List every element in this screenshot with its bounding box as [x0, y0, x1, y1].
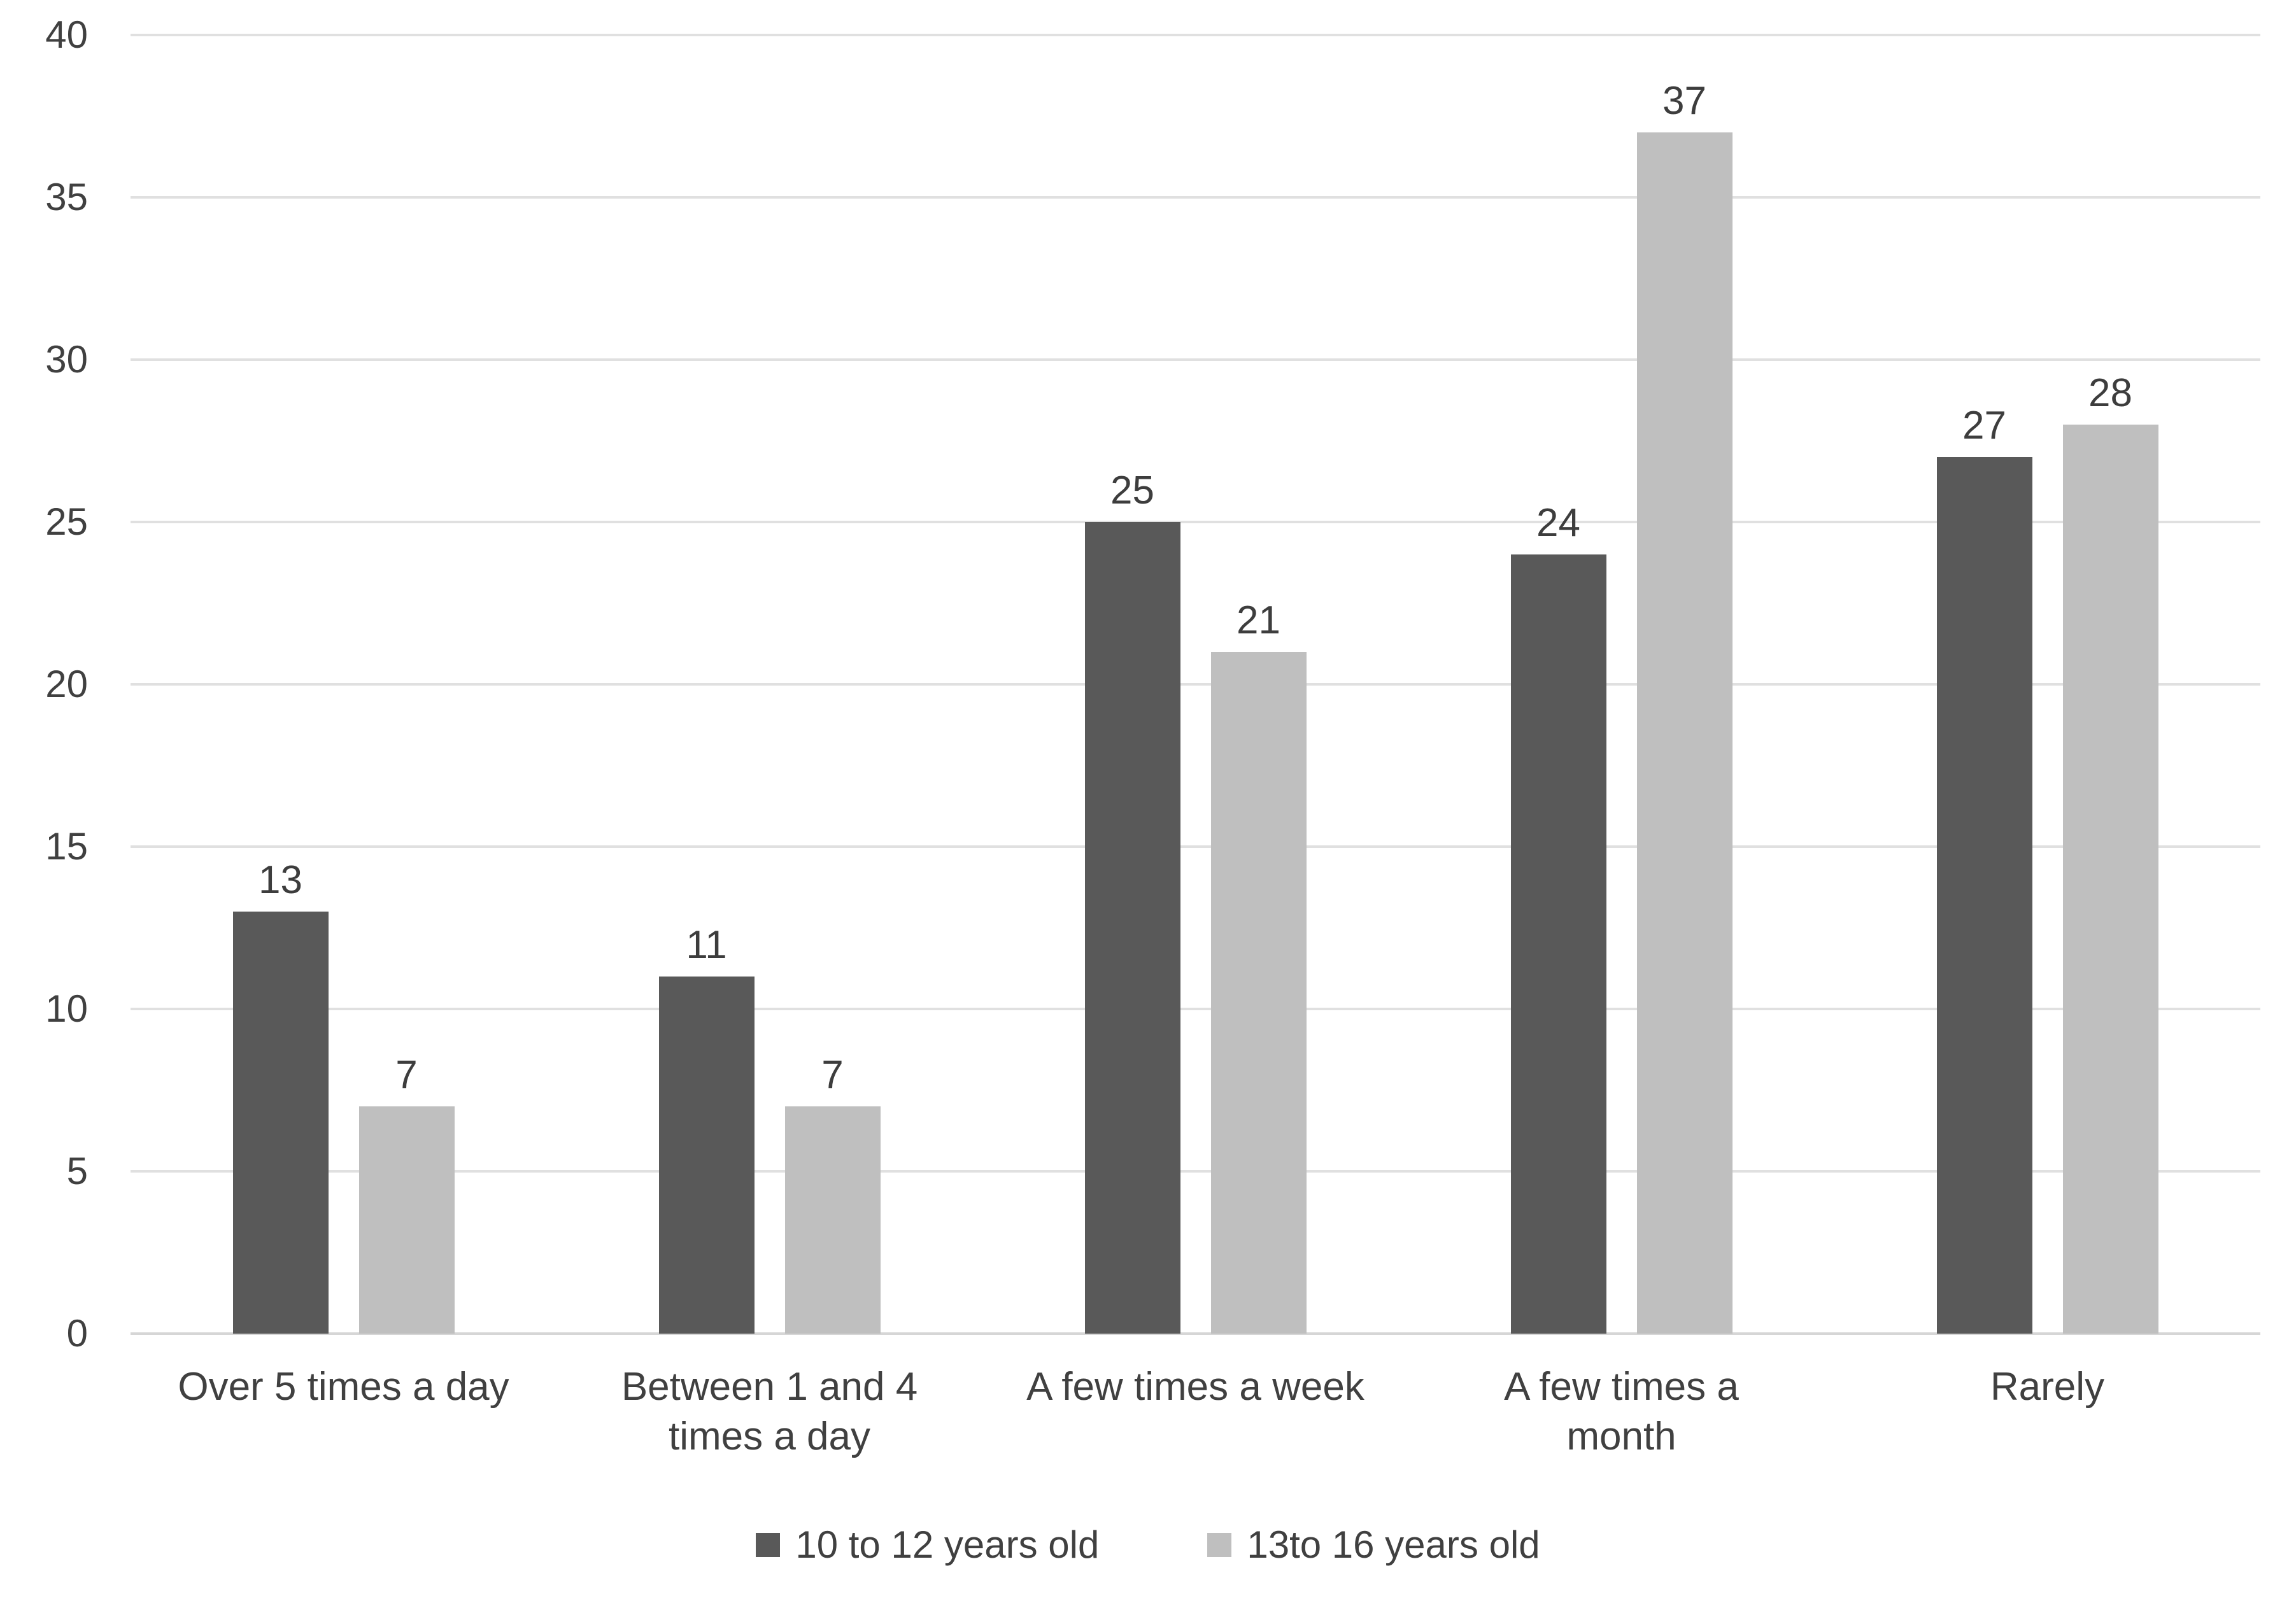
bar-column: 27 [1936, 35, 2032, 1334]
bar-value-label: 27 [1962, 404, 2006, 448]
bar-series-1 [1936, 457, 2032, 1334]
legend-label: 10 to 12 years old [795, 1523, 1100, 1566]
bar-series-1 [658, 977, 755, 1334]
bar-column: 37 [1636, 35, 1733, 1334]
bar-group: 24 37 [1408, 35, 1834, 1334]
legend-entry: 10 to 12 years old [756, 1523, 1099, 1567]
bar-series-1 [232, 912, 329, 1334]
bar-group: 11 7 [556, 35, 982, 1334]
y-tick-label-30: 30 [45, 338, 88, 381]
legend: 10 to 12 years old 13to 16 years old [0, 1523, 2296, 1567]
bar-value-label: 7 [395, 1053, 418, 1097]
bar-series-1 [1510, 554, 1606, 1334]
bar-value-label: 11 [686, 923, 727, 967]
bar-series-2 [1636, 132, 1733, 1334]
gridline-20 [131, 683, 2260, 686]
bar-value-label: 28 [2088, 371, 2132, 415]
bar-column: 11 [658, 35, 755, 1334]
gridline-40 [131, 34, 2260, 36]
category-label: A few times a month [1504, 1365, 1739, 1458]
y-tick-label-35: 35 [45, 176, 88, 218]
y-tick-label-5: 5 [66, 1150, 88, 1192]
bar-series-1 [1084, 522, 1180, 1334]
y-axis: 0 5 10 15 20 25 30 35 40 [0, 16, 96, 1353]
bar-column: 24 [1510, 35, 1606, 1334]
bar-group: 13 7 [131, 35, 556, 1334]
gridline-15 [131, 845, 2260, 848]
category-label: Between 1 and 4 times a day [621, 1365, 918, 1458]
y-tick-label-0: 0 [66, 1312, 88, 1355]
gridline-5 [131, 1170, 2260, 1173]
x-axis-baseline [131, 1332, 2260, 1335]
legend-entry: 13to 16 years old [1207, 1523, 1540, 1567]
legend-marker-icon [756, 1532, 781, 1557]
bar-group: 27 28 [1834, 35, 2260, 1334]
bar-value-label: 37 [1662, 79, 1706, 123]
gridline-35 [131, 196, 2260, 199]
bar-value-label: 24 [1536, 501, 1580, 545]
bar-column: 7 [784, 35, 881, 1334]
bar-column: 28 [2062, 35, 2158, 1334]
y-tick-label-10: 10 [45, 987, 88, 1030]
bar-column: 21 [1210, 35, 1307, 1334]
bar-series-2 [784, 1106, 881, 1334]
bar-column: 13 [232, 35, 329, 1334]
bar-column: 25 [1084, 35, 1180, 1334]
gridline-30 [131, 358, 2260, 361]
y-tick-label-25: 25 [45, 500, 88, 543]
legend-marker-icon [1207, 1532, 1232, 1557]
category-label: A few times a week [1026, 1365, 1364, 1409]
gridlines [131, 34, 2260, 1335]
bar-groups: 13 7 11 7 25 21 24 37 27 28 [131, 35, 2260, 1334]
y-tick-label-20: 20 [45, 663, 88, 705]
bar-value-label: 13 [259, 858, 302, 902]
legend-label: 13to 16 years old [1247, 1523, 1540, 1566]
category-label: Over 5 times a day [178, 1365, 509, 1409]
bar-value-label: 7 [821, 1053, 844, 1097]
category-label: Rarely [1990, 1365, 2105, 1409]
bar-series-2 [358, 1106, 455, 1334]
y-tick-label-15: 15 [45, 825, 88, 868]
gridline-25 [131, 521, 2260, 523]
y-tick-label-40: 40 [45, 13, 88, 56]
bar-series-2 [2062, 425, 2158, 1334]
x-axis-labels: Over 5 times a day Between 1 and 4 times … [131, 1362, 2260, 1461]
bar-value-label: 25 [1110, 469, 1154, 512]
bar-group: 25 21 [982, 35, 1408, 1334]
gridline-10 [131, 1008, 2260, 1010]
plot-area: 13 7 11 7 25 21 24 37 27 28 [131, 34, 2260, 1335]
bar-column: 7 [358, 35, 455, 1334]
bar-series-2 [1210, 652, 1307, 1334]
bar-value-label: 21 [1237, 598, 1280, 642]
